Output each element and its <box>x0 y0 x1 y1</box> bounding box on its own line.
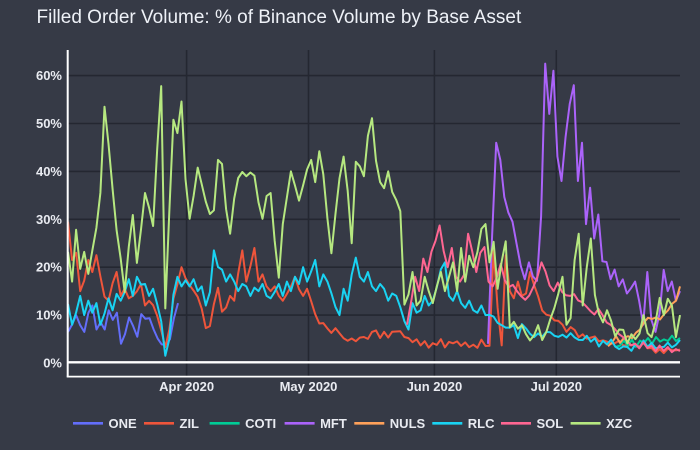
svg-text:60%: 60% <box>36 68 62 83</box>
svg-text:40%: 40% <box>36 164 62 179</box>
svg-text:ONE: ONE <box>109 416 138 431</box>
svg-text:20%: 20% <box>36 260 62 275</box>
svg-text:50%: 50% <box>36 116 62 131</box>
svg-text:ZIL: ZIL <box>180 416 200 431</box>
svg-text:Apr 2020: Apr 2020 <box>159 379 214 394</box>
svg-text:30%: 30% <box>36 212 62 227</box>
svg-text:RLC: RLC <box>468 416 495 431</box>
svg-text:0%: 0% <box>43 356 62 371</box>
svg-text:10%: 10% <box>36 308 62 323</box>
svg-text:XZC: XZC <box>606 416 633 431</box>
svg-text:MFT: MFT <box>320 416 347 431</box>
svg-text:Jul 2020: Jul 2020 <box>531 379 582 394</box>
svg-text:Jun 2020: Jun 2020 <box>407 379 463 394</box>
svg-text:COTI: COTI <box>245 416 276 431</box>
svg-text:SOL: SOL <box>537 416 564 431</box>
svg-text:NULS: NULS <box>390 416 426 431</box>
svg-text:May 2020: May 2020 <box>280 379 338 394</box>
